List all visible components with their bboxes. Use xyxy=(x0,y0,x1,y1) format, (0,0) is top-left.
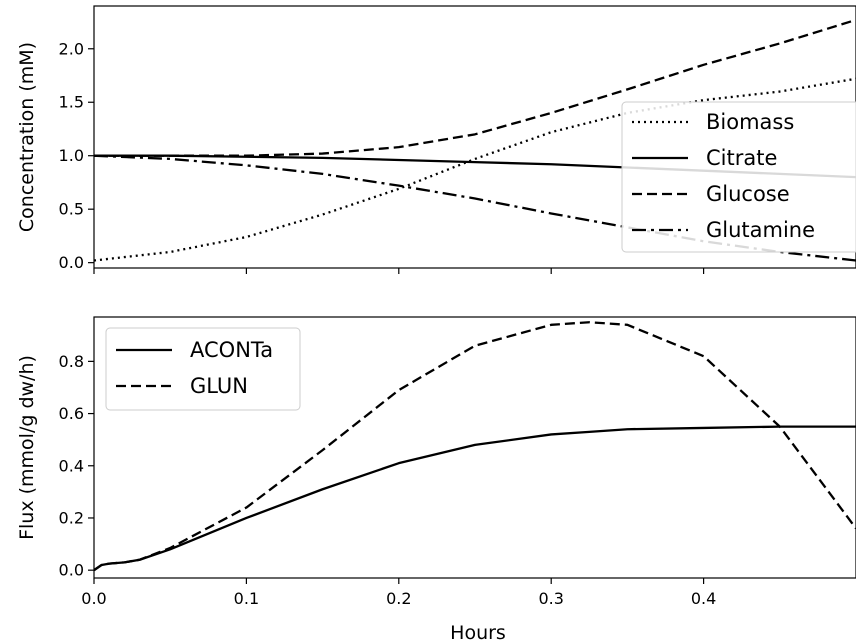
legend-label-glutamine: Glutamine xyxy=(706,218,815,242)
x-tick-label: 0.2 xyxy=(386,589,411,608)
flux-panel: 0.0 0.2 0.4 0.6 0.8 0.0 0.1 0.2 0.3 0.4 Flux (mmol… xyxy=(16,316,856,643)
series-line-glucose xyxy=(94,18,856,157)
y-tick-label: 0.5 xyxy=(59,200,84,219)
y-tick-label: 2.0 xyxy=(59,39,84,58)
x-axis-label: Hours xyxy=(450,622,506,643)
series-line-glun xyxy=(94,321,856,572)
legend-label-biomass: Biomass xyxy=(706,110,794,134)
legend-box xyxy=(621,101,856,253)
y-tick-label: 0.4 xyxy=(59,456,84,475)
y-tick-label: 0.2 xyxy=(59,508,84,527)
axes-frame xyxy=(93,5,856,269)
plot-area xyxy=(94,321,856,572)
series-line-aconta xyxy=(94,425,856,572)
x-tick-label: 0.1 xyxy=(234,589,259,608)
legend-label-glucose: Glucose xyxy=(706,182,790,206)
legend-label-glun: GLUN xyxy=(190,374,248,398)
y-tick-label: 0.8 xyxy=(59,352,84,371)
y-tick-label: 0.0 xyxy=(59,561,84,580)
axes-frame xyxy=(93,316,856,579)
legend-box xyxy=(105,327,301,411)
y-tick-label: 1.5 xyxy=(59,93,84,112)
x-tick-label: 0.3 xyxy=(538,589,563,608)
x-tick-label: 0.0 xyxy=(81,589,106,608)
concentration-panel: 0.0 0.5 1.0 1.5 2.0 Concentration (mM) Biomass… xyxy=(16,5,856,274)
legend: ACONTa GLUN xyxy=(105,327,301,411)
series-line-biomass xyxy=(94,77,856,262)
legend-label-aconta: ACONTa xyxy=(190,338,273,362)
legend-label-citrate: Citrate xyxy=(706,146,777,170)
y-axis-label: Concentration (mM) xyxy=(16,42,38,232)
legend: Biomass Citrate Glucose Glutamine xyxy=(621,101,856,253)
y-axis-label: Flux (mmol/g dw/h) xyxy=(16,355,38,540)
y-tick-label: 0.6 xyxy=(59,404,84,423)
x-tick-label: 0.4 xyxy=(691,589,716,608)
y-tick-label: 1.0 xyxy=(59,146,84,165)
y-tick-label: 0.0 xyxy=(59,253,84,272)
